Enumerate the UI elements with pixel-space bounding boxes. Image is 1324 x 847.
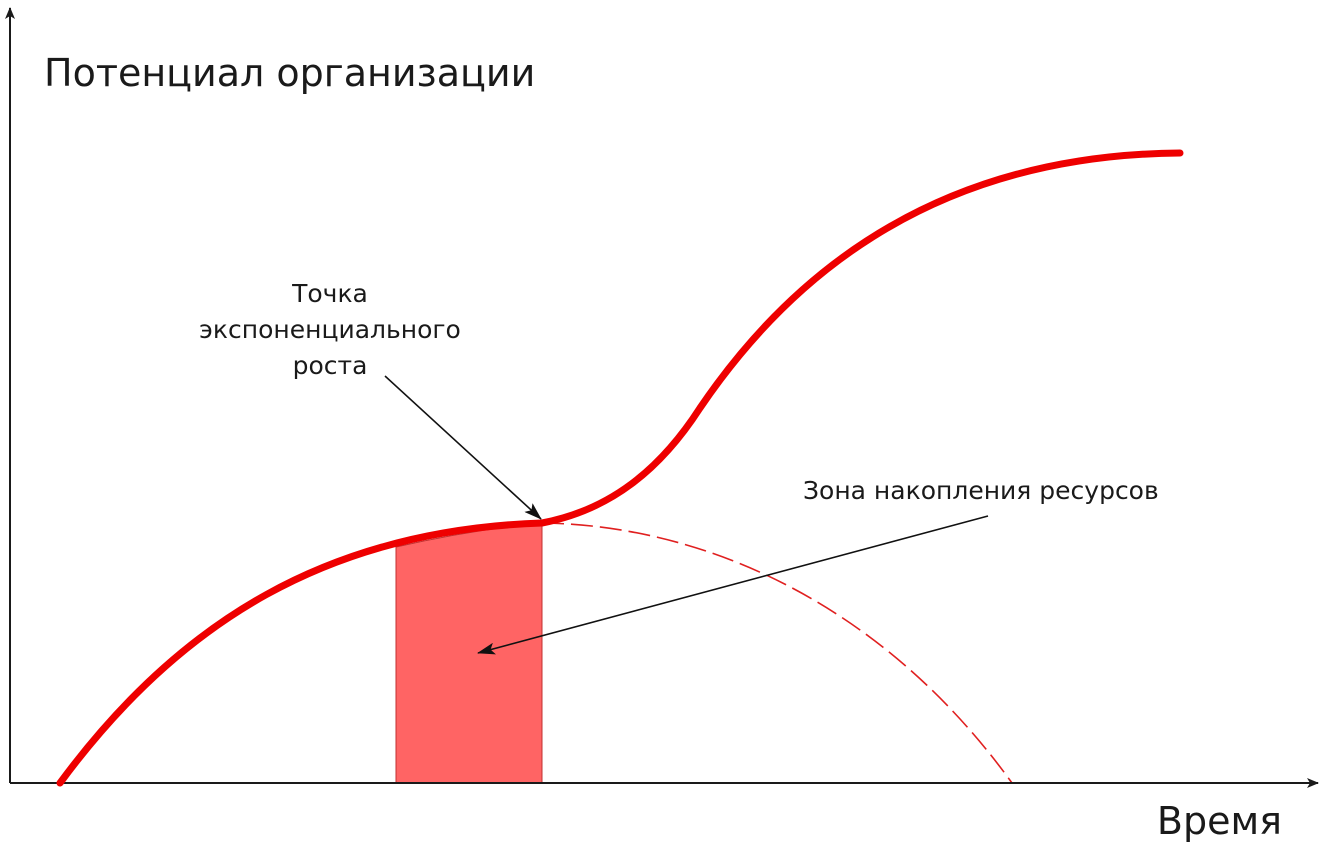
growth-point-line-1: Точка <box>292 279 368 308</box>
growth-point-line-2: экспоненциального <box>199 315 461 344</box>
x-axis-title: Время <box>1156 799 1282 843</box>
decline-dashed-curve <box>541 522 1013 784</box>
growth-point-annotation: Точка экспоненциального роста <box>140 276 520 384</box>
y-axis-title: Потенциал организации <box>44 51 536 95</box>
resource-zone-pointer-arrow <box>477 515 989 655</box>
resource-zone-annotation: Зона накопления ресурсов <box>803 476 1159 505</box>
potential-curve <box>56 149 1184 787</box>
growth-point-line-3: роста <box>292 351 368 380</box>
resource-zone-fill <box>395 522 543 784</box>
growth-point-pointer-arrow <box>384 375 542 520</box>
